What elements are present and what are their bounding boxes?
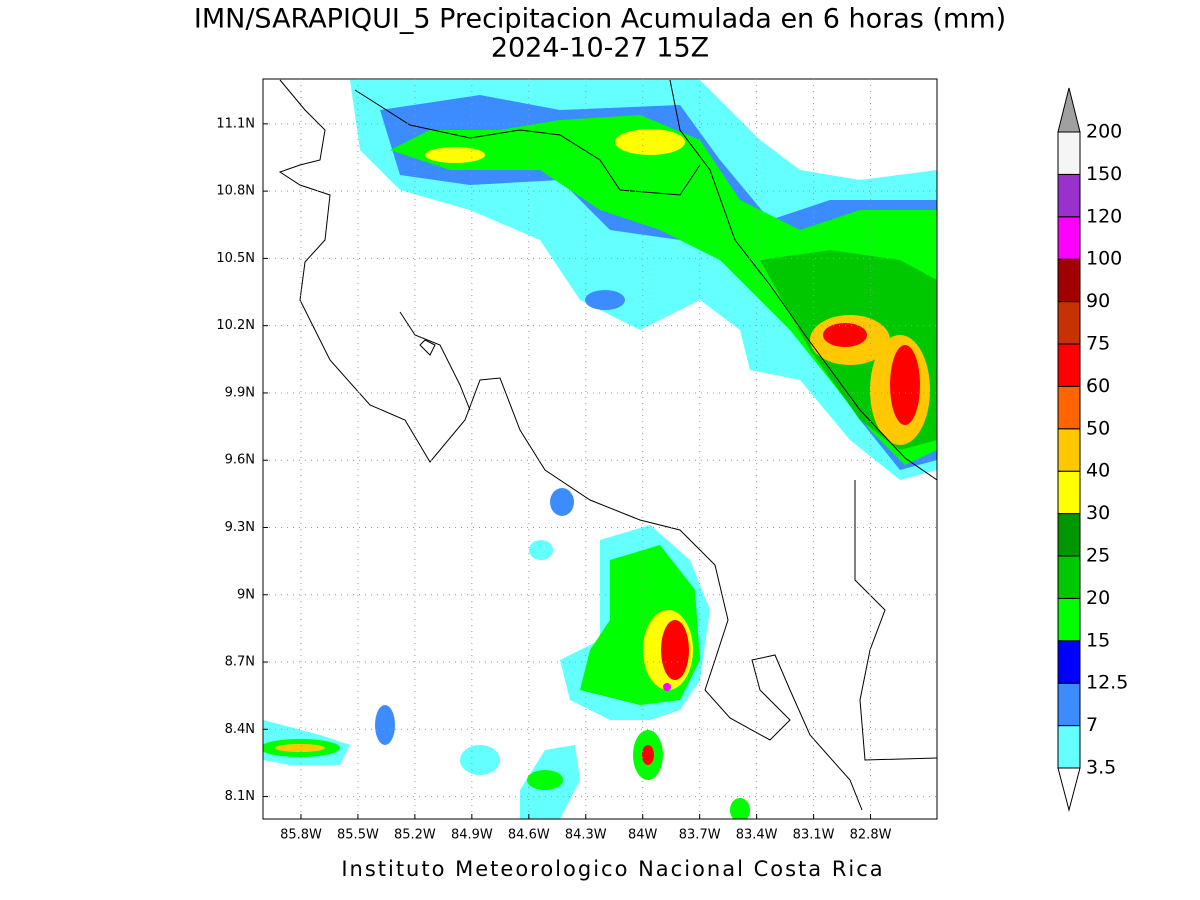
y-tick-label: 11.1N <box>216 116 255 131</box>
colorbar-box <box>1057 385 1081 430</box>
x-tick-label: 83.4W <box>736 828 778 843</box>
colorbar-box <box>1057 301 1081 345</box>
y-tick-label: 10.8N <box>216 184 255 199</box>
colorbar-label: 15 <box>1086 629 1110 651</box>
colorbar-label: 120 <box>1086 205 1122 227</box>
x-tick-label: 84.6W <box>508 828 550 843</box>
colorbar-box <box>1057 258 1081 303</box>
colorbar-box <box>1057 216 1081 260</box>
colorbar-box <box>1057 131 1081 175</box>
colorbar-label: 200 <box>1086 121 1122 143</box>
y-tick-label: 8.4N <box>225 722 255 737</box>
x-tick-label: 85.8W <box>280 828 322 843</box>
colorbar-label: 25 <box>1086 545 1110 567</box>
footer: Instituto Meteorologico Nacional Costa R… <box>341 857 884 881</box>
colorbar-box <box>1057 597 1081 642</box>
title: IMN/SARAPIQUI_5 Precipitacion Acumulada … <box>194 4 1006 35</box>
colorbar-box <box>1057 555 1081 599</box>
y-tick-label: 10.2N <box>216 318 255 333</box>
colorbar-label: 7 <box>1086 714 1098 736</box>
y-tick-label: 8.1N <box>225 789 255 804</box>
colorbar-label: 30 <box>1086 502 1110 524</box>
colorbar-label: 150 <box>1086 163 1122 185</box>
colorbar-label: 12.5 <box>1086 672 1128 694</box>
colorbar-box <box>1057 343 1081 387</box>
colorbar-box <box>1057 725 1081 769</box>
colorbar-box <box>1057 428 1081 472</box>
colorbar-box <box>1057 513 1081 557</box>
colorbar-label: 3.5 <box>1086 757 1116 779</box>
x-tick-label: 83.7W <box>679 828 721 843</box>
subtitle: 2024-10-27 15Z <box>491 33 709 64</box>
colorbar-label: 20 <box>1086 587 1110 609</box>
colorbar-box <box>1057 682 1081 727</box>
colorbar-box <box>1057 173 1081 218</box>
x-tick-label: 84.9W <box>451 828 493 843</box>
y-tick-label: 9N <box>237 587 255 602</box>
coastlines <box>278 79 937 811</box>
x-tick-label: 85.5W <box>337 828 379 843</box>
x-tick-label: 84W <box>628 828 658 843</box>
colorbar-under <box>1057 767 1081 812</box>
precipitation-field <box>263 80 937 819</box>
y-tick-label: 9.9N <box>225 385 255 400</box>
colorbar-label: 75 <box>1086 333 1110 355</box>
colorbar-label: 50 <box>1086 417 1110 439</box>
y-tick-label: 9.3N <box>225 520 255 535</box>
y-tick-label: 9.6N <box>225 453 255 468</box>
y-tick-label: 10.5N <box>216 251 255 266</box>
colorbar-box <box>1057 470 1081 515</box>
colorbar-label: 60 <box>1086 375 1110 397</box>
x-tick-label: 82.8W <box>850 828 892 843</box>
colorbar-label: 90 <box>1086 290 1110 312</box>
colorbar-label: 100 <box>1086 248 1122 270</box>
colorbar-box <box>1057 640 1081 684</box>
map-frame <box>262 78 938 820</box>
y-tick-label: 8.7N <box>225 655 255 670</box>
x-tick-label: 85.2W <box>394 828 436 843</box>
colorbar-label: 40 <box>1086 460 1110 482</box>
colorbar-over <box>1057 87 1081 133</box>
x-tick-label: 84.3W <box>565 828 607 843</box>
x-tick-label: 83.1W <box>793 828 835 843</box>
